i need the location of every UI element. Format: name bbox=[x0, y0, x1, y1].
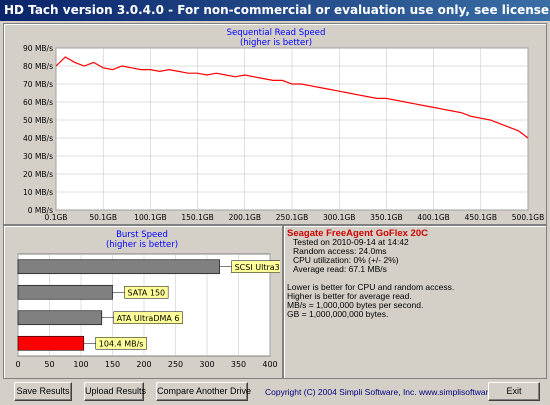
seq-x-tick-label: 500.1GB bbox=[512, 213, 544, 222]
burst-chart-title: Burst Speed bbox=[116, 230, 168, 240]
burst-bar-label: SATA 150 bbox=[128, 288, 166, 297]
note-line: Lower is better for CPU and random acces… bbox=[287, 282, 455, 292]
seq-x-tick-label: 100.1GB bbox=[134, 213, 166, 222]
burst-x-tick-label: 350 bbox=[231, 360, 246, 369]
seq-x-tick-label: 150.1GB bbox=[181, 213, 213, 222]
seq-x-tick-label: 250.1GB bbox=[276, 213, 308, 222]
burst-x-tick-label: 100 bbox=[73, 360, 88, 369]
compare-drive-button[interactable]: Compare Another Drive bbox=[156, 382, 251, 401]
seq-y-tick-label: 20 MB/s bbox=[23, 170, 53, 179]
seq-x-tick-label: 50.1GB bbox=[89, 213, 117, 222]
random-access: Random access: 24.0ms bbox=[293, 246, 387, 256]
seq-x-tick-label: 200.1GB bbox=[229, 213, 261, 222]
burst-x-tick-label: 300 bbox=[199, 360, 214, 369]
seq-chart-title: Sequential Read Speed bbox=[227, 28, 326, 38]
seq-x-tick-label: 350.1GB bbox=[370, 213, 402, 222]
burst-x-tick-label: 400 bbox=[262, 360, 277, 369]
drive-name: Seagate FreeAgent GoFlex 20C bbox=[287, 228, 428, 239]
seq-y-tick-label: 70 MB/s bbox=[23, 80, 53, 89]
note-line: Higher is better for average read. bbox=[287, 291, 412, 301]
burst-bar-label: ATA UltraDMA 6 bbox=[117, 314, 180, 323]
seq-y-tick-label: 40 MB/s bbox=[23, 134, 53, 143]
note-line: GB = 1,000,000,000 bytes. bbox=[287, 309, 389, 319]
sequential-read-panel: Sequential Read Speed (higher is better)… bbox=[3, 23, 547, 225]
sequential-read-chart: Sequential Read Speed (higher is better)… bbox=[23, 28, 544, 222]
burst-x-tick-label: 50 bbox=[44, 360, 54, 369]
window-title: HD Tach version 3.0.4.0 - For non-commer… bbox=[0, 0, 550, 21]
upload-results-button[interactable]: Upload Results bbox=[84, 382, 146, 401]
burst-x-tick-label: 150 bbox=[105, 360, 120, 369]
seq-y-tick-label: 10 MB/s bbox=[23, 188, 53, 197]
burst-x-tick-label: 0 bbox=[15, 360, 20, 369]
cpu-utilization: CPU utilization: 0% (+/- 2%) bbox=[293, 255, 399, 265]
seq-x-tick-label: 450.1GB bbox=[465, 213, 497, 222]
exit-button[interactable]: Exit bbox=[488, 382, 540, 401]
burst-chart-subtitle: (higher is better) bbox=[106, 240, 178, 250]
tested-on: Tested on 2010-09-14 at 14:42 bbox=[293, 237, 409, 247]
burst-bar-label: 104.4 MB/s bbox=[99, 339, 144, 348]
burst-speed-panel: Burst Speed (higher is better) 0 50 100 150… bbox=[3, 225, 283, 379]
seq-y-tick-label: 90 MB/s bbox=[23, 44, 53, 53]
seq-x-tick-label: 0.1GB bbox=[45, 213, 68, 222]
copyright-text: Copyright (C) 2004 Simpli Software, Inc.… bbox=[265, 387, 512, 397]
burst-x-tick-label: 250 bbox=[168, 360, 183, 369]
seq-x-tick-label: 300.1GB bbox=[323, 213, 355, 222]
note-line: MB/s = 1,000,000 bytes per second. bbox=[287, 300, 424, 310]
seq-y-tick-label: 30 MB/s bbox=[23, 152, 53, 161]
burst-bar bbox=[17, 335, 85, 351]
burst-bar bbox=[17, 284, 113, 300]
seq-y-tick-label: 60 MB/s bbox=[23, 98, 53, 107]
seq-y-tick-label: 80 MB/s bbox=[23, 62, 53, 71]
burst-bar-label: SCSI Ultra320 bbox=[235, 263, 280, 272]
burst-x-tick-label: 200 bbox=[136, 360, 151, 369]
average-read: Average read: 67.1 MB/s bbox=[293, 264, 387, 274]
seq-x-tick-label: 400.1GB bbox=[417, 213, 449, 222]
seq-y-tick-label: 0 MB/s bbox=[28, 206, 53, 215]
drive-info-panel bbox=[283, 225, 547, 379]
seq-chart-subtitle: (higher is better) bbox=[240, 38, 312, 48]
burst-bar bbox=[17, 310, 103, 326]
seq-read-series-line bbox=[55, 56, 529, 139]
burst-bar bbox=[17, 259, 220, 275]
burst-speed-chart: Burst Speed (higher is better) 0 50 100 150… bbox=[15, 230, 280, 369]
save-results-button[interactable]: Save Results bbox=[14, 382, 72, 401]
seq-y-tick-label: 50 MB/s bbox=[23, 116, 53, 125]
